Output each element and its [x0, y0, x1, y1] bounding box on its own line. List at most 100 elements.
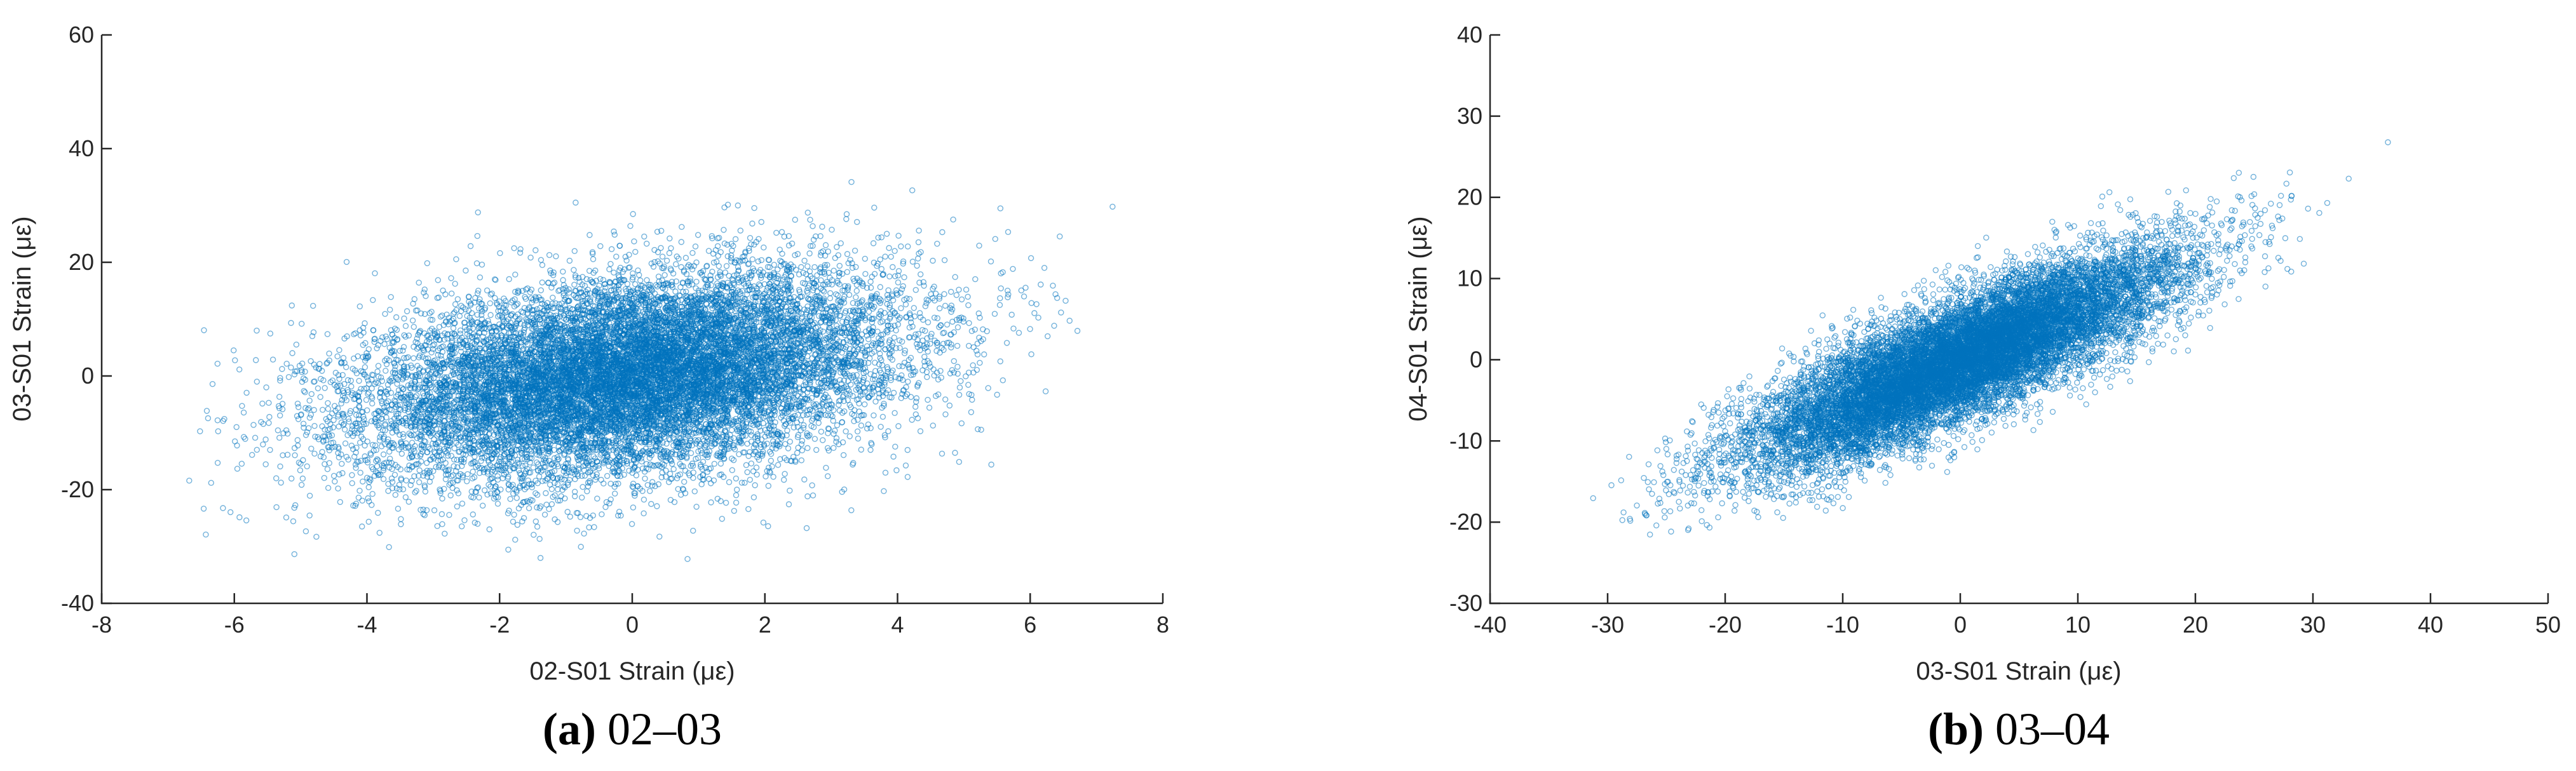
scatter-point	[512, 246, 517, 251]
scatter-point	[215, 418, 220, 423]
scatter-point	[998, 359, 1003, 364]
scatter-point	[401, 487, 406, 492]
scatter-point	[748, 236, 753, 241]
scatter-point	[932, 315, 937, 320]
scatter-point	[599, 512, 604, 517]
scatter-point	[362, 365, 367, 370]
scatter-point	[462, 518, 467, 523]
scatter-point	[635, 268, 641, 273]
scatter-point	[914, 263, 919, 268]
scatter-point	[365, 496, 370, 501]
scatter-point	[609, 246, 614, 251]
scatter-point	[926, 320, 931, 325]
scatter-point	[721, 227, 726, 232]
scatter-point	[782, 478, 787, 483]
scatter-point	[327, 351, 332, 356]
scatter-point	[837, 264, 842, 269]
scatter-point	[1032, 311, 1037, 316]
scatter-point	[896, 233, 901, 238]
scatter-point	[543, 512, 548, 517]
scatter-point	[388, 307, 393, 312]
scatter-point	[828, 291, 833, 296]
scatter-point	[488, 312, 493, 318]
scatter-point	[370, 401, 375, 406]
scatter-point	[630, 505, 635, 510]
scatter-point	[943, 303, 948, 308]
scatter-point	[911, 305, 916, 311]
scatter-point	[608, 262, 613, 267]
scatter-point	[477, 275, 482, 280]
scatter-point	[724, 264, 729, 269]
scatter-point	[814, 447, 819, 452]
scatter-point	[897, 345, 902, 351]
scatter-point	[487, 301, 492, 306]
scatter-point	[722, 270, 728, 275]
scatter-point	[332, 479, 337, 484]
scatter-point	[878, 285, 883, 290]
scatter-point	[886, 246, 891, 251]
scatter-point	[712, 461, 717, 466]
scatter-point	[303, 529, 308, 534]
scatter-point	[231, 348, 236, 353]
scatter-point	[414, 488, 419, 493]
scatter-point	[750, 257, 755, 262]
scatter-point	[395, 506, 400, 511]
scatter-point	[757, 283, 763, 288]
scatter-point	[459, 524, 464, 529]
scatter-point	[887, 274, 892, 279]
scatter-point	[295, 443, 301, 448]
scatter-point	[642, 234, 647, 239]
scatter-point	[237, 515, 242, 520]
scatter-point	[506, 277, 512, 282]
scatter-point	[876, 346, 881, 351]
scatter-point	[747, 477, 752, 482]
scatter-point	[480, 503, 485, 508]
scatter-point	[275, 428, 280, 433]
scatter-point	[805, 210, 810, 215]
scatter-point	[508, 497, 513, 502]
scatter-point	[1029, 255, 1034, 260]
scatter-point	[952, 274, 958, 279]
scatter-point	[296, 460, 301, 465]
scatter-point	[880, 414, 885, 419]
scatter-point	[442, 531, 447, 536]
scatter-point	[708, 500, 714, 505]
scatter-point	[308, 493, 313, 499]
scatter-point	[734, 493, 739, 498]
scatter-point	[641, 511, 646, 516]
scatter-point	[553, 254, 559, 259]
scatter-point	[263, 462, 268, 467]
scatter-point	[398, 516, 403, 521]
scatter-point	[268, 447, 273, 452]
scatter-points-a	[187, 180, 1115, 562]
scatter-point	[274, 476, 279, 481]
scatter-point	[679, 224, 684, 229]
scatter-point	[370, 492, 375, 497]
scatter-point	[330, 411, 335, 416]
scatter-point	[357, 488, 362, 493]
scatter-point	[905, 244, 911, 249]
scatter-point	[649, 502, 654, 507]
scatter-point	[945, 322, 950, 327]
scatter-point	[284, 515, 289, 520]
scatter-point	[598, 244, 603, 249]
scatter-point	[1017, 330, 1022, 335]
scatter-point	[885, 231, 890, 236]
scatter-point	[398, 521, 403, 526]
scatter-point	[297, 468, 302, 473]
scatter-point	[895, 280, 900, 285]
scatter-point	[241, 410, 247, 415]
scatter-point	[285, 452, 290, 457]
scatter-point	[1010, 266, 1015, 271]
scatter-point	[890, 265, 895, 270]
scatter-point	[796, 445, 801, 450]
scatter-point	[768, 458, 773, 463]
scatter-point	[1027, 326, 1033, 332]
scatter-point	[608, 481, 613, 486]
scatter-point	[799, 438, 804, 443]
scatter-point	[910, 259, 915, 264]
scatter-point	[278, 480, 283, 485]
scatter-point	[662, 272, 667, 278]
scatter-point	[215, 429, 220, 434]
scatter-point	[905, 474, 910, 479]
